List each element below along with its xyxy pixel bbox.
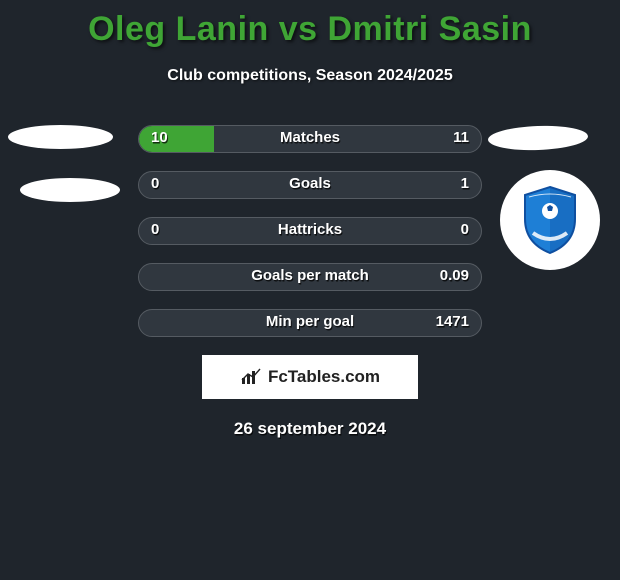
stat-row: Goals0 1 — [138, 171, 482, 199]
stat-label: Min per goal — [139, 313, 481, 330]
decorative-ellipse — [20, 178, 120, 202]
crest-icon — [521, 185, 579, 255]
stat-label: Goals per match — [139, 267, 481, 284]
decorative-ellipse — [488, 124, 589, 151]
stat-value-right: 11 — [453, 129, 469, 146]
logo-text: FcTables.com — [268, 367, 380, 387]
stat-value-right: 1 — [461, 175, 469, 192]
stat-row: Hattricks0 0 — [138, 217, 482, 245]
club-badge — [500, 170, 600, 270]
stat-value-left: 10 — [151, 129, 168, 146]
page-title: Oleg Lanin vs Dmitri Sasin — [0, 0, 620, 49]
stat-value-right: 0 — [461, 221, 469, 238]
fctables-logo: FcTables.com — [202, 355, 418, 399]
stat-value-right: 1471 — [436, 313, 469, 330]
stat-value-left: 0 — [151, 221, 159, 238]
stat-row: Matches10 11 — [138, 125, 482, 153]
decorative-ellipse — [8, 125, 113, 149]
stats-area: Matches1011Goals01Hattricks00Goals per m… — [138, 125, 482, 337]
stat-row: Goals per match0.09 — [138, 263, 482, 291]
stat-label: Goals — [139, 175, 481, 192]
stat-label: Hattricks — [139, 221, 481, 238]
stat-row: Min per goal1471 — [138, 309, 482, 337]
stat-label: Matches — [139, 129, 481, 146]
stat-value-left: 0 — [151, 175, 159, 192]
date-label: 26 september 2024 — [0, 419, 620, 439]
subtitle: Club competitions, Season 2024/2025 — [0, 67, 620, 85]
bar-chart-icon — [240, 368, 262, 386]
stat-value-right: 0.09 — [440, 267, 469, 284]
